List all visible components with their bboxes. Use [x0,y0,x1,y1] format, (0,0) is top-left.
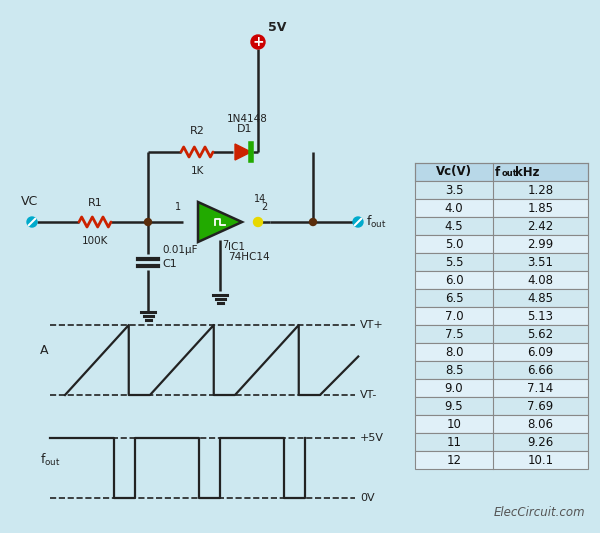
Text: VC: VC [22,195,38,208]
Text: 1N4148: 1N4148 [227,114,268,124]
Text: f$_\mathregular{out}$: f$_\mathregular{out}$ [366,214,386,230]
Bar [415,397,588,415]
Text: R1: R1 [88,198,103,208]
Bar [415,199,588,217]
Text: 11: 11 [446,435,461,448]
Text: 1K: 1K [190,166,203,176]
Text: D1: D1 [237,124,253,134]
Text: 7.14: 7.14 [527,382,554,394]
Text: R2: R2 [190,126,205,136]
Text: 5.62: 5.62 [527,327,554,341]
Text: VT+: VT+ [360,320,384,330]
Text: 7.0: 7.0 [445,310,463,322]
Bar [415,271,588,289]
Text: 7: 7 [222,240,228,250]
Bar [415,361,588,379]
Text: 8.0: 8.0 [445,345,463,359]
Bar [415,163,588,181]
Text: 6.66: 6.66 [527,364,554,376]
Bar [415,433,588,451]
Text: +: + [252,35,264,49]
Text: 2: 2 [261,202,267,212]
Bar [415,451,588,469]
Text: Vc(V): Vc(V) [436,166,472,179]
Text: IC1: IC1 [228,242,245,252]
Text: 10.1: 10.1 [527,454,554,466]
Text: 5.0: 5.0 [445,238,463,251]
Text: 14: 14 [254,194,266,204]
Text: 6.09: 6.09 [527,345,554,359]
Polygon shape [198,202,242,242]
Text: 9.5: 9.5 [445,400,463,413]
Text: 2.42: 2.42 [527,220,554,232]
Text: 1.85: 1.85 [527,201,554,214]
Text: 6.0: 6.0 [445,273,463,287]
Text: 1: 1 [175,202,181,212]
Text: A: A [40,343,49,357]
Text: 7.69: 7.69 [527,400,554,413]
Circle shape [27,217,37,227]
Text: 5V: 5V [268,21,286,34]
Polygon shape [235,144,251,160]
Text: 4.0: 4.0 [445,201,463,214]
Text: 7.5: 7.5 [445,327,463,341]
Text: f: f [495,166,500,179]
Text: 100K: 100K [82,236,108,246]
Circle shape [251,35,265,49]
Text: C1: C1 [162,259,177,269]
Circle shape [145,219,151,225]
Bar [415,235,588,253]
Text: 12: 12 [446,454,461,466]
Circle shape [254,217,263,227]
Text: VT-: VT- [360,390,377,400]
Text: 6.5: 6.5 [445,292,463,304]
Text: 8.06: 8.06 [527,417,554,431]
Text: f$_\mathregular{out}$: f$_\mathregular{out}$ [40,452,61,468]
Text: out: out [502,169,518,178]
Circle shape [353,217,363,227]
Text: 5.13: 5.13 [527,310,554,322]
Text: 8.5: 8.5 [445,364,463,376]
Text: 4.5: 4.5 [445,220,463,232]
Text: +5V: +5V [360,433,384,443]
Text: 9.0: 9.0 [445,382,463,394]
Bar [415,415,588,433]
Bar [415,343,588,361]
Bar [415,217,588,235]
Text: 9.26: 9.26 [527,435,554,448]
Bar [415,325,588,343]
Text: 10: 10 [446,417,461,431]
Text: 1.28: 1.28 [527,183,554,197]
Bar [415,253,588,271]
Text: 4.08: 4.08 [527,273,554,287]
Text: 3.5: 3.5 [445,183,463,197]
Circle shape [310,219,317,225]
Text: 0.01μF: 0.01μF [162,245,197,255]
Bar [415,181,588,199]
Text: 4.85: 4.85 [527,292,554,304]
Text: kHz: kHz [515,166,539,179]
Text: 3.51: 3.51 [527,255,554,269]
Text: ElecCircuit.com: ElecCircuit.com [493,506,585,519]
Bar [415,307,588,325]
Text: 2.99: 2.99 [527,238,554,251]
Text: 5.5: 5.5 [445,255,463,269]
Text: 74HC14: 74HC14 [228,252,269,262]
Bar [415,379,588,397]
Bar [415,289,588,307]
Text: 0V: 0V [360,493,374,503]
